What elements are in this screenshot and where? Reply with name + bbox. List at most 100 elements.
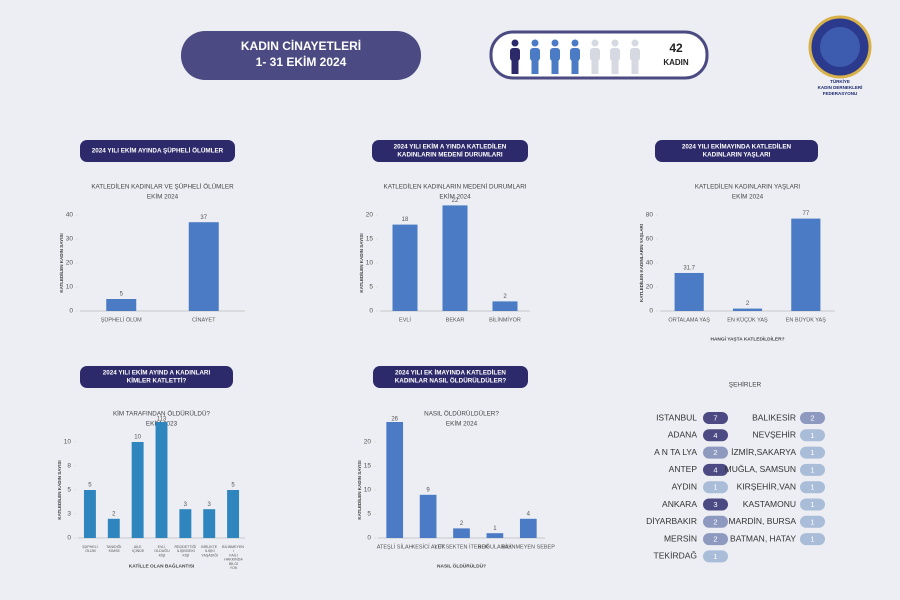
y-tick-label: 20 [66, 260, 74, 267]
city-name: ANKARA [662, 499, 697, 509]
city-badge [703, 481, 728, 494]
section-heading: 2024 YILI EKİM A YINDA KATLEDİLEN [394, 143, 507, 151]
city-count: 1 [810, 483, 814, 492]
city-badge [800, 446, 825, 459]
figure-body [550, 48, 560, 61]
header-pill [181, 31, 421, 80]
city-badge [703, 446, 728, 459]
y-tick-label: 0 [369, 308, 373, 315]
x-tick-label: EN BÜYÜK YAŞ [786, 316, 826, 323]
x-axis-label: NASIL ÖLDÜRÜLDÜ? [437, 562, 486, 569]
x-tick-label: AİLE İÇİNDE [131, 544, 145, 553]
data-label: 26 [391, 417, 398, 423]
y-tick-label: 3 [67, 511, 71, 518]
bar [674, 272, 704, 311]
y-axis-label: KATLEDİLEN KADIN SAYISI [356, 460, 362, 519]
city-badge [800, 533, 825, 546]
city-name: NEVŞEHİR [753, 430, 796, 440]
bar [155, 422, 168, 538]
counter-value: 42 [669, 41, 683, 55]
x-tick-label: YÜKSEKTEN İTEREK [434, 543, 489, 550]
city-name: İZMİR,SAKARYA [731, 447, 796, 457]
section-heading: 2024 YILI EKİM AYIND A KADINLARI [103, 369, 211, 377]
city-name: MUĞLA, SAMSUN [725, 464, 796, 474]
city-name: MERSİN [664, 533, 697, 543]
city-name: KIRŞEHİR,VAN [737, 481, 796, 491]
bar [486, 533, 504, 538]
data-label: 10 [134, 435, 141, 441]
city-name: ADANA [668, 430, 698, 440]
y-tick-label: 15 [366, 236, 374, 243]
bar [492, 301, 518, 311]
figure-head [611, 39, 619, 47]
data-label: 18 [402, 217, 409, 223]
chart-title: KİM TARAFINDAN ÖLDÜRÜLDÜ? [113, 409, 211, 418]
data-label: 2 [112, 511, 116, 517]
y-tick-label: 0 [367, 535, 371, 542]
header-subtitle: 1- 31 EKİM 2024 [256, 54, 347, 69]
bar [83, 490, 96, 538]
bar [203, 509, 216, 538]
x-tick-label: BİRLİKTE İLİŞKİ YAŞADIĞI [200, 544, 218, 557]
x-tick-label: BİLİNMİYOR [489, 316, 521, 323]
city-count: 2 [810, 413, 814, 422]
y-axis-label: KATLEDİLEN KADINLARIN YAŞLARI [638, 224, 644, 302]
chart-subtitle: EKİM 2024 [439, 192, 471, 201]
x-tick-label: CİNAYET [192, 316, 216, 323]
plot [392, 205, 518, 311]
y-tick-label: 15 [364, 463, 372, 470]
bar [179, 509, 192, 538]
cities-title: ŞEHİRLER [729, 380, 762, 389]
bar [419, 494, 437, 538]
figure-head [531, 39, 539, 47]
y-tick-label: 0 [69, 308, 73, 315]
x-tick-label: KESİCİ ALET [412, 543, 446, 550]
logo-text: FEDERASYONU [823, 91, 858, 96]
section-heading: 2024 YILI EKİMAYINDA KATLEDİLEN [682, 143, 792, 151]
x-tick-label: ŞÜPHELİ ÖLÜM [82, 544, 97, 553]
y-tick-label: 30 [66, 236, 74, 243]
figure-head [551, 39, 559, 47]
city-badge [703, 463, 728, 476]
data-label: 9 [426, 487, 430, 493]
x-tick-label: ATEŞLİ SİLAH [377, 543, 413, 550]
figure-head [631, 39, 639, 47]
logo-text: TÜRKİYE [830, 78, 850, 84]
figure-body [610, 48, 620, 61]
figure-legs [631, 60, 639, 74]
x-tick-label: BOĞULARAK [478, 543, 513, 550]
y-tick-label: 10 [366, 260, 374, 267]
x-tick-label: EN KÜÇÜK YAŞ [727, 316, 768, 323]
figure-body [570, 48, 580, 61]
data-label: 31.7 [683, 266, 695, 272]
city-count: 1 [713, 552, 717, 561]
section-heading-pill [80, 366, 233, 388]
bar [453, 528, 470, 538]
city-badge [703, 412, 728, 424]
figure-head [511, 39, 519, 47]
city-count: 3 [713, 500, 717, 509]
chart-subtitle: EKİM 2024 [446, 419, 478, 428]
chart-title: NASIL ÖLDÜRÜLDÜLER? [424, 410, 499, 418]
pictogram [510, 39, 640, 74]
section-heading-pill [655, 140, 818, 162]
data-label: 4 [527, 511, 531, 517]
data-label: 37 [200, 215, 207, 221]
y-tick-label: 10 [64, 439, 72, 446]
figure-head [571, 39, 579, 47]
chart-subtitle: EKİM 2024 [732, 192, 764, 201]
city-badge [800, 463, 825, 476]
city-name: BATMAN, HATAY [730, 533, 796, 543]
figure-legs [511, 60, 519, 74]
y-axis-label: KATLEDİLEN KADIN SAYISI [56, 460, 62, 519]
x-tick-label: ORTALAMA YAŞ [668, 317, 710, 323]
bar [732, 308, 763, 311]
city-name: ISTANBUL [656, 412, 697, 422]
section-heading-pill [372, 140, 528, 162]
y-tick-label: 8 [67, 463, 71, 470]
city-name: AYDIN [672, 481, 697, 491]
y-tick-label: 80 [646, 212, 654, 219]
x-tick-label: EVLİ OLDUĞU KİŞİ [153, 544, 170, 557]
city-badge [703, 429, 728, 442]
